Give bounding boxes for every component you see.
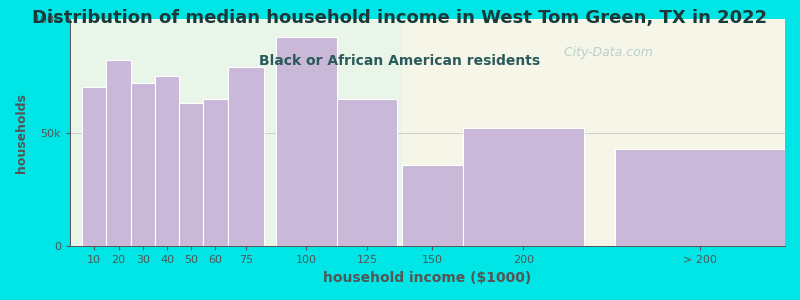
Text: City-Data.com: City-Data.com: [556, 46, 653, 59]
Bar: [179, 103, 203, 246]
Bar: [203, 99, 228, 246]
Bar: [70, 19, 402, 246]
Bar: [462, 128, 584, 246]
Bar: [402, 164, 462, 246]
Bar: [276, 37, 337, 246]
X-axis label: household income ($1000): household income ($1000): [323, 271, 532, 285]
Bar: [106, 60, 130, 246]
Bar: [130, 83, 155, 246]
Bar: [228, 67, 264, 246]
Bar: [155, 76, 179, 246]
Bar: [82, 87, 106, 246]
Text: Distribution of median household income in West Tom Green, TX in 2022: Distribution of median household income …: [33, 9, 767, 27]
Text: Black or African American residents: Black or African American residents: [259, 54, 541, 68]
Y-axis label: households: households: [15, 93, 28, 172]
Bar: [337, 99, 398, 246]
Bar: [402, 19, 785, 246]
Bar: [615, 148, 785, 246]
